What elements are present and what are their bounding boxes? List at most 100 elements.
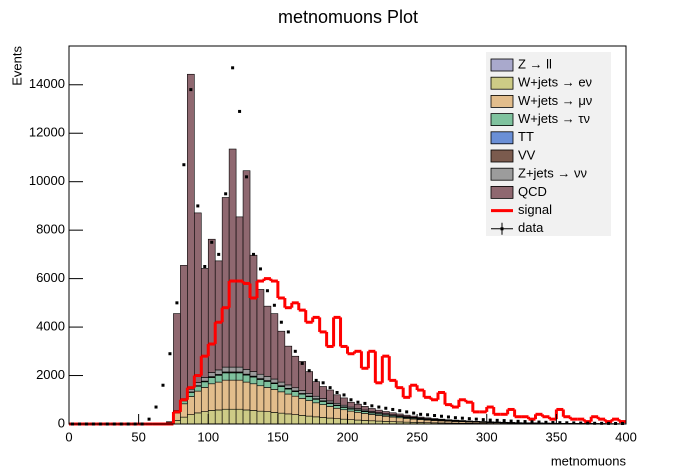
histogram-bar [375, 415, 383, 422]
histogram-bar [291, 387, 300, 392]
legend-label: Z → ll [518, 56, 552, 71]
histogram-bar [333, 405, 341, 409]
histogram-bar [214, 381, 223, 411]
histogram-bar [375, 420, 383, 425]
data-point [433, 414, 437, 418]
histogram-bar [270, 389, 279, 413]
histogram-bar [235, 408, 244, 425]
y-tick-label: 10000 [29, 173, 65, 188]
histogram-bar [242, 374, 251, 383]
histogram-bar [180, 265, 188, 399]
histogram-bar [256, 385, 265, 412]
y-tick-label: 14000 [29, 76, 65, 91]
x-tick-label: 300 [476, 429, 498, 444]
data-point [586, 421, 590, 425]
x-tick-label: 100 [197, 429, 219, 444]
histogram-bar [249, 383, 258, 411]
histogram-bar [291, 355, 300, 389]
histogram-bar [340, 407, 348, 411]
x-tick-label: 150 [267, 429, 289, 444]
data-point [175, 301, 179, 305]
histogram-bar [207, 372, 216, 377]
data-point [377, 405, 381, 409]
data-point [314, 378, 318, 382]
histogram-bar [319, 386, 327, 399]
histogram-bar [340, 409, 348, 420]
histogram-bar [340, 397, 348, 406]
histogram-bar [298, 390, 307, 394]
y-tick-label: 4000 [36, 319, 65, 334]
histogram-bar [228, 372, 237, 381]
data-point [363, 401, 367, 405]
data-point [370, 404, 374, 408]
histogram-bar [382, 415, 390, 422]
histogram-bar [194, 390, 202, 414]
x-tick-label: 0 [65, 429, 72, 444]
histogram-bar [291, 414, 300, 425]
histogram-bar [312, 381, 320, 397]
data-point [231, 66, 235, 70]
histogram-bar [437, 418, 446, 421]
x-axis-label: metnomuons [551, 453, 627, 468]
histogram-bar [298, 361, 307, 391]
histogram-bar [200, 411, 209, 425]
data-point [286, 330, 290, 334]
histogram-bar [312, 416, 320, 425]
histogram-bar [291, 395, 300, 415]
histogram-bar [423, 417, 432, 419]
data-point [523, 420, 527, 424]
histogram-bar [319, 398, 327, 402]
histogram-bar [284, 393, 293, 415]
data-point [217, 252, 221, 256]
data-point [210, 240, 214, 244]
data-point [272, 303, 276, 307]
histogram-bar [263, 387, 272, 412]
data-point [488, 418, 492, 422]
histogram-bar [333, 394, 341, 404]
histogram-bar [395, 417, 404, 423]
x-tick-label: 200 [337, 429, 359, 444]
data-point [502, 419, 506, 423]
legend-label: TT [518, 129, 534, 144]
histogram-bar [180, 416, 188, 425]
data-point [537, 420, 541, 424]
legend-label: Z+jets → νν [518, 166, 587, 181]
histogram-bar [354, 419, 362, 425]
data-point [446, 415, 450, 419]
histogram-bar [388, 416, 397, 422]
data-point [509, 419, 513, 423]
histogram-bar [375, 409, 383, 413]
histogram-bar [263, 381, 272, 388]
data-point [300, 361, 304, 365]
histogram-bar [361, 406, 369, 411]
data-point [572, 421, 576, 425]
histogram-bar [395, 413, 404, 416]
histogram-bar [207, 410, 216, 425]
histogram-bar [270, 412, 279, 425]
histogram-bar [249, 410, 258, 425]
data-point [265, 289, 269, 293]
histogram-bar [284, 384, 293, 389]
histogram-bar [382, 411, 390, 415]
histogram-bar [242, 369, 251, 375]
histogram-bar [200, 387, 209, 412]
data-point [182, 163, 186, 167]
x-tick-label: 400 [615, 429, 637, 444]
histogram-bar [326, 400, 334, 404]
histogram-bar [361, 413, 369, 421]
histogram-bar [207, 383, 216, 411]
data-point [154, 405, 158, 409]
data-point [307, 369, 311, 373]
legend-label: W+jets → μν [518, 93, 592, 108]
data-point [224, 192, 228, 196]
histogram-bar [430, 418, 439, 420]
histogram-bar [221, 379, 230, 410]
legend-label: QCD [518, 184, 547, 199]
histogram-bar [319, 401, 327, 405]
y-tick-label: 2000 [36, 367, 65, 382]
data-point [321, 381, 325, 385]
data-point [384, 406, 388, 410]
histogram-bar [347, 408, 355, 412]
histogram-bar [173, 313, 181, 411]
histogram-bar [221, 366, 230, 373]
